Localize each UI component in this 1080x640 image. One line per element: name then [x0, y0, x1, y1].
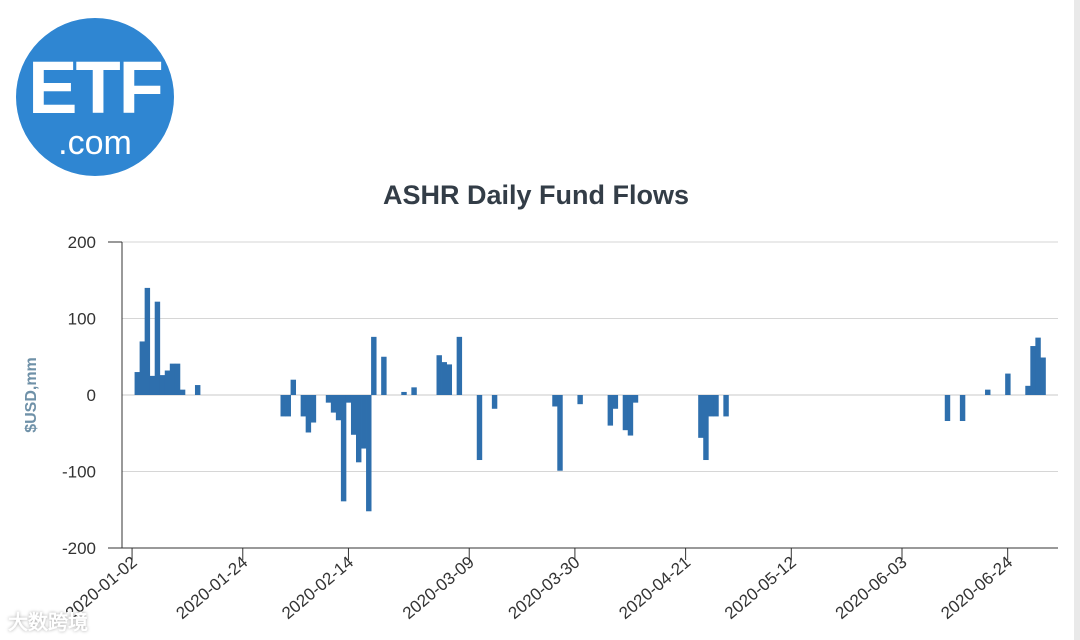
x-tick-label: 2020-03-30	[505, 553, 584, 623]
flow-bar	[1035, 337, 1041, 395]
flow-bar	[149, 375, 156, 395]
flow-bar	[491, 395, 498, 409]
flow-bar	[290, 379, 297, 395]
grid-layer	[122, 241, 1058, 549]
flow-bar	[627, 395, 634, 436]
flow-bar	[361, 395, 367, 449]
y-tick-label: 200	[68, 233, 96, 252]
flow-bar	[174, 363, 181, 395]
flow-bar	[305, 395, 312, 433]
bar-layer	[134, 287, 1046, 512]
flow-bar	[345, 395, 352, 403]
flow-bar	[335, 395, 342, 421]
flow-bar	[622, 395, 629, 431]
flow-bar	[612, 395, 619, 409]
x-tick-label: 2020-06-24	[937, 553, 1016, 623]
flow-bar	[179, 389, 186, 395]
y-tick-label: -100	[62, 463, 96, 482]
flow-bar	[159, 375, 166, 395]
flow-bar	[557, 395, 563, 471]
flow-bar	[1040, 357, 1046, 395]
watermark-text: 大数跨境	[8, 612, 88, 634]
flow-bar	[607, 395, 614, 426]
flow-bar	[325, 395, 332, 403]
y-tick-label: -200	[62, 539, 96, 558]
x-tick-label: 2020-03-09	[399, 553, 478, 623]
flow-bar	[381, 356, 387, 395]
flow-bar	[1005, 373, 1011, 395]
flow-bar	[401, 391, 407, 395]
flow-bar	[552, 395, 558, 407]
flow-bar	[154, 301, 161, 395]
x-tick-label: 2020-06-03	[832, 553, 911, 623]
flow-bar	[1030, 346, 1036, 395]
flow-bar	[169, 363, 176, 395]
flow-bar	[985, 389, 991, 395]
flow-bar	[436, 355, 442, 395]
flow-bar	[723, 395, 729, 417]
flow-bar	[411, 387, 417, 395]
flow-bar	[139, 341, 146, 395]
flow-bar	[300, 395, 307, 417]
flow-bar	[330, 395, 337, 413]
flow-bar	[456, 336, 463, 395]
flow-bar	[340, 395, 347, 502]
y-tick-label: 0	[87, 386, 96, 405]
window-edge	[1074, 0, 1080, 640]
flow-bar	[713, 395, 719, 417]
flow-bar	[371, 336, 377, 395]
flow-bar	[708, 395, 714, 417]
logo-main-text: ETF	[28, 46, 164, 129]
flow-bar	[356, 395, 362, 463]
x-tick-label: 2020-01-24	[173, 553, 252, 623]
flow-bar	[310, 395, 317, 423]
y-tick-label: 100	[68, 310, 96, 329]
flow-bar	[698, 395, 704, 438]
flow-bar	[194, 385, 201, 395]
flow-bar	[441, 362, 447, 395]
flow-bar	[577, 395, 583, 405]
logo-sub-text: .com	[58, 124, 132, 162]
x-tick-label: 2020-04-21	[615, 553, 694, 623]
flow-bar	[1025, 385, 1031, 395]
flow-bar	[476, 395, 483, 461]
flow-bar	[285, 395, 291, 417]
flow-bar	[959, 395, 966, 422]
flow-bar	[280, 395, 286, 417]
flow-bar	[164, 370, 171, 395]
flow-bar	[703, 395, 709, 461]
flow-bar	[944, 395, 951, 422]
flow-bar	[632, 395, 639, 403]
flow-bar	[446, 364, 453, 395]
flow-bar	[350, 395, 357, 435]
etf-logo: ETF .com	[16, 18, 174, 176]
flow-bar	[144, 287, 151, 395]
chart-title: ASHR Daily Fund Flows	[382, 180, 690, 210]
flow-bar	[134, 372, 141, 395]
x-tick-label: 2020-02-14	[278, 553, 357, 623]
x-tick-label: 2020-05-12	[721, 553, 800, 623]
flow-bar	[366, 395, 372, 512]
